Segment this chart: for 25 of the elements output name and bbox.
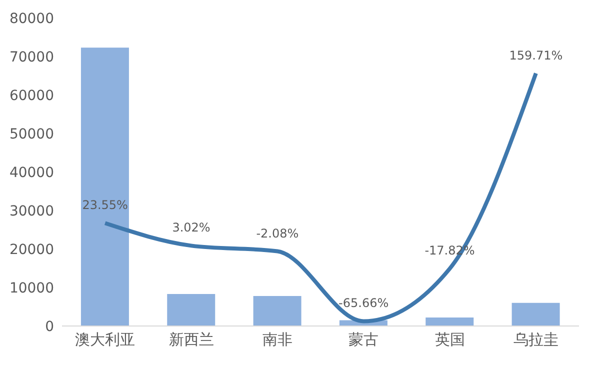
x-tick-label: 英国 [434,330,465,349]
data-label: 3.02% [172,220,210,235]
y-tick-label: 10000 [9,280,54,296]
x-tick-label: 蒙古 [348,330,379,349]
y-tick-label: 60000 [9,88,54,104]
data-label: -65.66% [338,296,389,310]
x-tick-label: 新西兰 [168,330,214,349]
data-label: 159.71% [509,48,563,62]
y-tick-label: 0 [45,318,54,335]
x-tick-label: 澳大利亚 [75,330,136,349]
y-tick-label: 30000 [9,203,54,220]
data-label: -2.08% [256,226,299,240]
data-label: 23.55% [82,198,128,212]
y-tick-label: 70000 [9,49,54,66]
bar [167,294,216,326]
x-tick-label: 乌拉圭 [513,330,558,349]
y-tick-label: 40000 [9,164,54,181]
bar [80,48,129,326]
y-tick-label: 80000 [9,10,54,27]
bar [512,302,560,326]
x-tick-label: 南非 [262,330,292,349]
bar [253,296,302,326]
bar [426,318,474,326]
y-tick-label: 50000 [9,126,54,142]
y-tick-label: 20000 [9,242,54,258]
